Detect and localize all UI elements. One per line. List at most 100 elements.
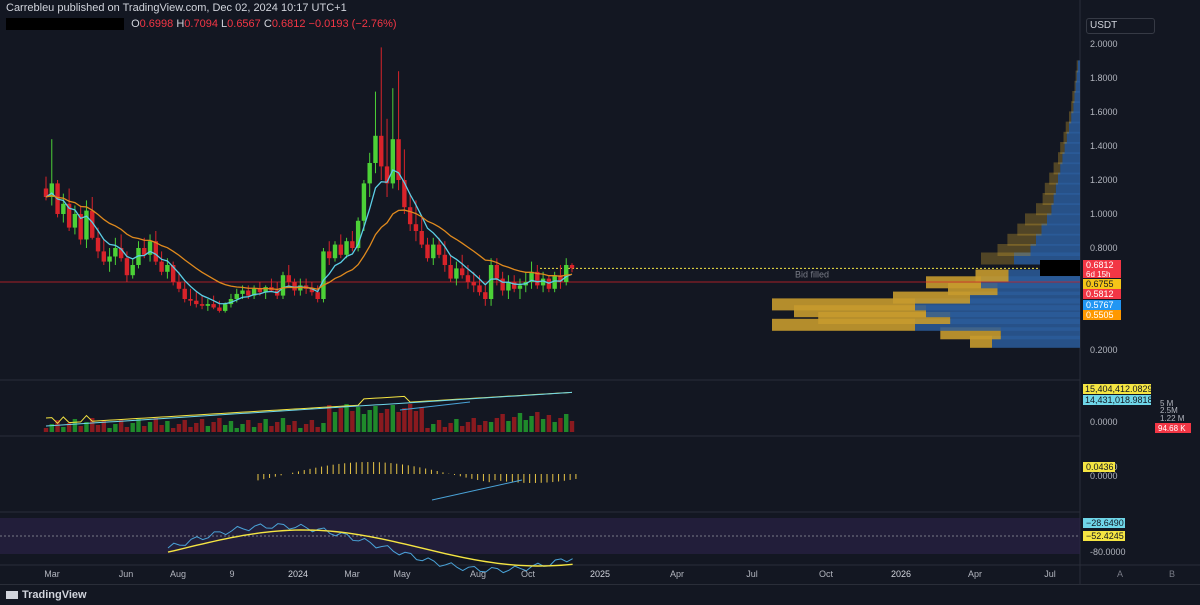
volume-bar (517, 413, 523, 432)
volume-profile-blue-bar (1060, 162, 1080, 175)
volume-bar (488, 422, 494, 432)
time-tick-label: Apr (670, 569, 684, 579)
volume-profile-blue-bar (1073, 101, 1080, 114)
candle-body (147, 241, 153, 255)
volume-bar (546, 415, 552, 432)
volume-profile-blue-bar (1076, 70, 1080, 83)
ohlc-change: −0.0193 (−2.76%) (308, 18, 397, 30)
volume-bar (222, 425, 228, 432)
volume-profile-gold-bar (1063, 131, 1067, 144)
volume-profile-gold-bar (1065, 121, 1069, 134)
time-tick-label: 2025 (590, 569, 610, 579)
volume-profile-gold-bar (1058, 152, 1063, 165)
volume-bar (165, 421, 170, 432)
time-tick-label: 2024 (288, 569, 308, 579)
candle-body (564, 265, 569, 282)
candle-body (448, 265, 453, 279)
rsi-ma-line (167, 529, 573, 567)
volume-bar (315, 427, 320, 432)
volume-bar (113, 424, 118, 432)
candle-body (477, 285, 482, 293)
candle-body (459, 268, 465, 276)
time-tick-label: 9 (229, 569, 234, 579)
candle-body (234, 293, 239, 299)
candle-body (153, 241, 159, 262)
price-label-text: 0.6755 (1086, 279, 1114, 289)
currency-selector[interactable]: USDT (1086, 18, 1155, 34)
volume-bar (350, 411, 355, 432)
candle-body (327, 251, 332, 259)
rsi-label-text: −52.4245 (1086, 531, 1124, 541)
volume-bar (286, 425, 291, 432)
candle-body (257, 288, 263, 293)
volume-profile-gold-bar (1076, 60, 1078, 73)
volume-profile-blue-bar (1030, 244, 1080, 256)
candle-body (182, 288, 187, 299)
candle-body (361, 183, 367, 221)
ohlc-high-key: H (176, 18, 185, 30)
candle-body (384, 166, 390, 184)
volume-tick-label: 0.0000 (1090, 417, 1118, 427)
volume-bar (373, 406, 378, 432)
volume-profile-gold-bar (1025, 213, 1047, 226)
volume-profile-blue-bar (1047, 213, 1080, 226)
ema-slow-line (45, 194, 573, 291)
volume-bar (95, 425, 101, 432)
volume-bar (454, 419, 459, 432)
volume-bar (436, 420, 442, 432)
volume-bar (419, 407, 424, 432)
candle-body (436, 244, 442, 255)
candle-body (350, 241, 355, 248)
volume-bar (540, 419, 546, 432)
tradingview-logo: TradingView (6, 585, 87, 605)
price-label-badge (1083, 300, 1121, 310)
volume-bar (442, 427, 448, 432)
price-tick-label: 0.2000 (1090, 345, 1118, 355)
redaction-box (1040, 260, 1080, 276)
volume-bar (448, 423, 453, 432)
candle-body (379, 135, 384, 167)
volume-profile-gold-bar (1017, 223, 1042, 236)
candle-body (72, 214, 78, 228)
candle-body (286, 275, 291, 282)
price-label-countdown: 6d 15h (1086, 270, 1110, 279)
candle-body (431, 244, 436, 259)
volume-profile-gold-bar (1060, 142, 1065, 154)
volume-bar (431, 424, 436, 432)
volume-bar (535, 412, 540, 432)
price-tick-label: 1.6000 (1090, 107, 1118, 117)
volume-profile-gold-bar (997, 244, 1031, 256)
volume-bar (379, 413, 384, 432)
volume-bar (483, 421, 488, 432)
volume-bar (425, 428, 430, 432)
volume-bar (309, 420, 315, 432)
volume-bar (49, 424, 54, 432)
time-tick-label: Mar (44, 569, 60, 579)
candle-body (246, 290, 251, 296)
candle-body (500, 278, 505, 291)
candle-body (176, 282, 182, 289)
candle-body (84, 210, 89, 240)
candle-body (465, 275, 471, 282)
publish-line: Carrebleu published on TradingView.com, … (6, 2, 347, 14)
volume-label-badge (1083, 384, 1151, 394)
volume-profile-blue-bar (1058, 172, 1080, 185)
time-tick-label: Jul (1044, 569, 1056, 579)
candle-body (101, 251, 107, 262)
candle-body (78, 214, 83, 240)
volume-bar (263, 419, 268, 432)
candle-body (442, 254, 448, 265)
candle-body (90, 210, 95, 238)
volume-bar (477, 425, 482, 432)
axis-mode-button: A (1117, 569, 1123, 579)
candle-body (321, 251, 326, 299)
candle-body (309, 288, 315, 293)
volume-bar (159, 425, 164, 432)
candle-body (188, 299, 193, 301)
volume-bar (459, 426, 465, 432)
ohlc-readout: O0.6998 H0.7094 L0.6567 C0.6812 −0.0193 … (6, 17, 397, 31)
rsi-line (167, 523, 573, 574)
volume-profile-blue-bar (1069, 121, 1080, 134)
volume-bar (61, 427, 66, 432)
